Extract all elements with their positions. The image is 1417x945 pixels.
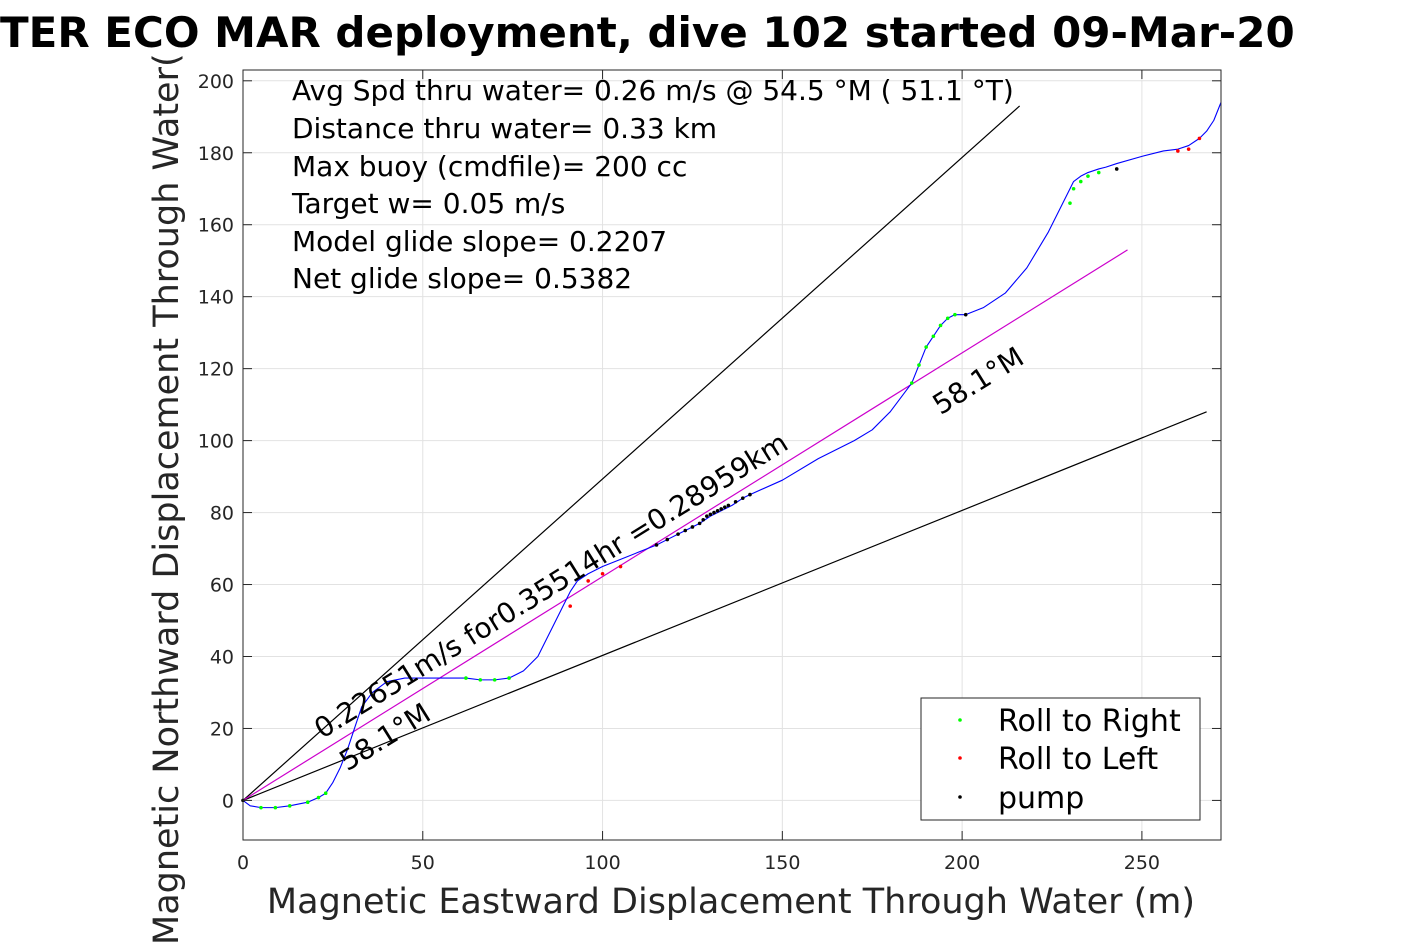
point-pump — [654, 543, 659, 547]
point-roll-to-left — [618, 564, 623, 569]
reference-line-net-track — [242, 249, 1128, 801]
point-roll-to-left — [586, 579, 590, 583]
reference-line-lower — [242, 411, 1207, 801]
track-line — [242, 102, 1222, 809]
point-roll-to-right — [1086, 174, 1090, 178]
point-pump — [665, 537, 670, 542]
legend-box — [920, 697, 1201, 821]
x-tick-label: 250 — [1124, 852, 1160, 874]
point-pump — [748, 492, 752, 497]
point-pump — [726, 503, 731, 508]
annotation-line-max-buoy: Max buoy (cmdfile)= 200 cc — [292, 150, 687, 183]
point-roll-to-right — [1071, 186, 1076, 191]
y-tick-label: 60 — [210, 575, 234, 597]
point-roll-to-left — [600, 571, 605, 576]
point-roll-to-right — [316, 795, 321, 800]
point-roll-to-right — [287, 804, 292, 808]
x-tick-label: 0 — [237, 852, 249, 874]
point-roll-to-right — [273, 805, 278, 810]
point-pump — [690, 525, 695, 529]
point-pump — [712, 510, 716, 515]
point-roll-to-right — [1068, 201, 1072, 205]
point-roll-to-left — [1176, 149, 1180, 153]
x-tick-label: 100 — [584, 852, 620, 874]
point-roll-to-right — [1078, 179, 1083, 184]
point-roll-to-right — [924, 345, 928, 349]
annotation-line-net-glide: Net glide slope= 0.5382 — [292, 262, 632, 295]
reference-lines — [242, 105, 1207, 801]
point-roll-to-left — [1186, 147, 1191, 151]
point-roll-to-right — [931, 334, 936, 339]
point-roll-to-right — [478, 678, 483, 682]
x-tick-label: 150 — [764, 852, 800, 874]
annotation-line-target-w: Target w= 0.05 m/s — [291, 187, 565, 220]
point-roll-to-left — [568, 604, 572, 608]
point-roll-to-right — [259, 805, 263, 810]
point-roll-to-right — [305, 800, 310, 805]
y-tick-label: 20 — [210, 718, 234, 740]
point-pump — [705, 514, 709, 518]
point-pump — [715, 508, 720, 513]
point-roll-to-right — [464, 676, 468, 680]
y-tick-label: 80 — [210, 503, 234, 525]
points — [241, 136, 1202, 810]
point-pump — [676, 532, 680, 536]
y-tick-label: 40 — [210, 646, 234, 668]
legend-marker-pump — [958, 795, 962, 799]
point-pump — [701, 517, 706, 522]
legend-marker-roll-left — [958, 756, 962, 760]
x-axis-label: Magnetic Eastward Displacement Through W… — [267, 882, 1195, 922]
x-tick-label: 200 — [944, 852, 980, 874]
annotation-block: Avg Spd thru water= 0.26 m/s @ 54.5 °M (… — [291, 74, 1014, 295]
point-roll-to-left — [1197, 136, 1202, 141]
point-pump — [719, 507, 724, 511]
y-tick-label: 120 — [198, 359, 234, 381]
legend-label-roll-right: Roll to Right — [998, 704, 1181, 739]
legend-marker-roll-right — [958, 718, 962, 722]
chart-title: TER ECO MAR deployment, dive 102 started… — [0, 8, 1295, 57]
x-tick-label: 50 — [411, 852, 435, 874]
reference-line-upper — [242, 105, 1021, 801]
track — [242, 102, 1222, 809]
legend-label-roll-left: Roll to Left — [998, 742, 1158, 777]
legend: Roll to Right Roll to Left pump — [920, 697, 1201, 821]
y-tick-label: 160 — [198, 215, 234, 237]
point-roll-to-right — [945, 316, 950, 321]
legend-label-pump: pump — [998, 781, 1084, 816]
y-tick-label: 0 — [222, 790, 234, 812]
point-roll-to-right — [1096, 170, 1101, 175]
axes-box — [242, 69, 1222, 841]
axes: 0 50 100 150 200 250 0 20 40 60 80 100 120 140 160 180 2… — [198, 69, 1222, 874]
annotation-line-speed: Avg Spd thru water= 0.26 m/s @ 54.5 °M (… — [292, 74, 1014, 107]
y-tick-label: 100 — [198, 431, 234, 453]
annotation-line-model-glide: Model glide slope= 0.2207 — [292, 225, 667, 258]
point-pump — [697, 521, 702, 526]
point-pump — [708, 512, 713, 517]
point-pump — [683, 528, 688, 533]
point-roll-to-right — [938, 323, 943, 328]
point-roll-to-right — [917, 363, 921, 367]
annotation-line-distance: Distance thru water= 0.33 km — [292, 112, 717, 145]
y-tick-label: 200 — [198, 71, 234, 93]
point-pump — [723, 505, 727, 509]
y-tick-label: 140 — [198, 287, 234, 309]
point-roll-to-right — [953, 312, 957, 317]
point-roll-to-right — [323, 791, 328, 796]
point-pump — [733, 499, 738, 504]
point-pump — [1114, 167, 1119, 171]
point-roll-to-right — [507, 676, 511, 680]
y-axis-label: Magnetic Northward Displacement Through … — [147, 53, 187, 945]
point-pump — [963, 312, 968, 317]
y-tick-label: 180 — [198, 143, 234, 165]
point-roll-to-right — [909, 381, 914, 385]
point-roll-to-right — [492, 678, 497, 682]
point-pump — [740, 496, 745, 500]
